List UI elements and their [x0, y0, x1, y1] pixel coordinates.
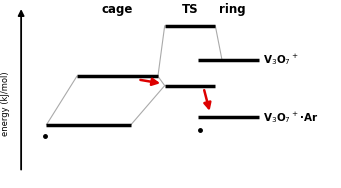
- Text: energy (kJ/mol): energy (kJ/mol): [1, 71, 11, 136]
- Text: TS: TS: [182, 4, 198, 17]
- Text: ring: ring: [219, 4, 246, 17]
- Text: cage: cage: [102, 4, 133, 17]
- Text: V$_3$O$_7$$^+$: V$_3$O$_7$$^+$: [263, 52, 298, 67]
- Text: V$_3$O$_7$$^+$·Ar: V$_3$O$_7$$^+$·Ar: [263, 110, 318, 125]
